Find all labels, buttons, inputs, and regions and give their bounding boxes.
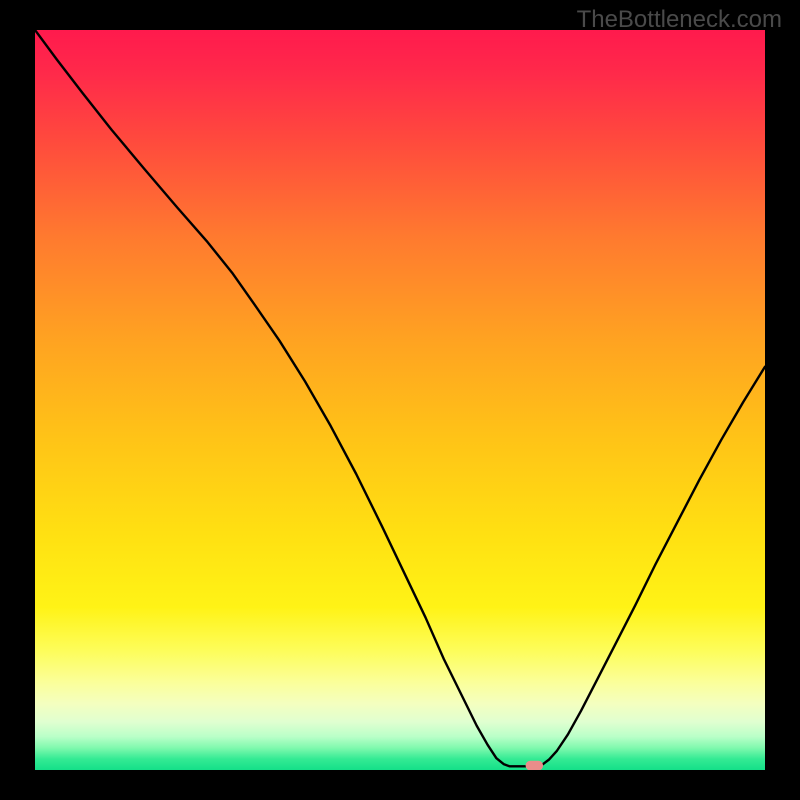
figure-root: TheBottleneck.com <box>0 0 800 800</box>
plot-area <box>35 30 765 770</box>
watermark-label: TheBottleneck.com <box>577 6 782 34</box>
plot-svg <box>35 30 765 770</box>
plot-background <box>35 30 765 770</box>
optimum-marker <box>526 761 544 770</box>
